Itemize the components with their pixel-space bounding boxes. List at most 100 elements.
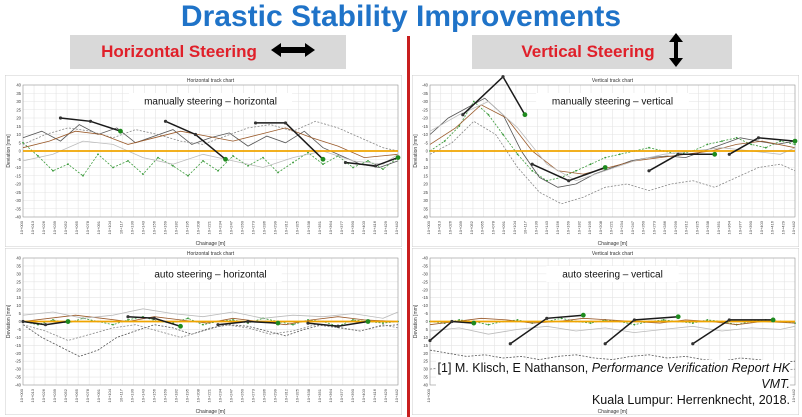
steering-point — [395, 155, 401, 160]
series-point — [502, 133, 504, 136]
x-tick-label: 10+104 — [107, 388, 112, 402]
x-tick-label: 10+091 — [501, 220, 506, 234]
series-point — [52, 169, 54, 172]
x-tick-label: 10+325 — [694, 220, 699, 234]
annotation-box — [546, 266, 679, 282]
series-point — [67, 163, 69, 166]
series-point — [112, 323, 114, 326]
steering-point — [545, 316, 549, 320]
x-tick-label: 10+351 — [317, 388, 322, 402]
series-point — [516, 319, 519, 321]
x-tick-label: 10+377 — [339, 388, 344, 402]
series-point — [604, 156, 607, 159]
y-tick-label: -10 — [422, 132, 429, 137]
citation: [1] M. Klisch, E Nathanson, Performance … — [436, 360, 790, 408]
y-tick-label: -35 — [15, 375, 22, 380]
series-line-2 — [429, 120, 796, 205]
x-tick-label: 10+169 — [162, 388, 167, 402]
x-tick-label: 10+013 — [437, 220, 442, 234]
x-tick-label: 10+325 — [295, 220, 300, 234]
series-line-4 — [22, 308, 399, 319]
x-tick-label: 10+156 — [555, 220, 560, 234]
x-tick-label: 10+351 — [716, 220, 721, 234]
x-tick-label: 10+169 — [566, 220, 571, 234]
series-point — [662, 319, 665, 321]
y-tick-label: -30 — [422, 99, 429, 104]
x-tick-label: 10+286 — [662, 220, 667, 234]
series-point — [735, 136, 738, 139]
series-point — [706, 319, 709, 321]
x-tick-label: 10+208 — [195, 388, 200, 402]
steering-point — [770, 317, 776, 323]
steering-point — [792, 138, 798, 144]
series-point — [142, 173, 144, 175]
steering-point — [253, 121, 258, 125]
y-tick-label: -15 — [422, 124, 429, 129]
x-tick-label: 10+286 — [262, 388, 267, 402]
steering-point — [193, 132, 198, 137]
y-tick-label: 35 — [423, 375, 428, 380]
x-tick-label: 10+130 — [129, 220, 134, 234]
x-tick-label: 10+364 — [328, 388, 333, 402]
steering-point — [306, 321, 310, 325]
chart-annotation: auto steering – horizontal — [154, 270, 266, 281]
series-line-4 — [429, 325, 796, 335]
series-line-3 — [22, 127, 399, 159]
y-tick-label: 25 — [16, 107, 21, 112]
series-point — [277, 171, 279, 174]
steering-point — [508, 342, 512, 346]
chart-manual-horizontal: Horizontal track chart 10+000 10+013 10+026… — [5, 75, 402, 247]
x-tick-label: 10+182 — [576, 220, 581, 234]
series-point — [458, 319, 461, 321]
x-tick-label: 10+052 — [63, 220, 68, 234]
series-point — [443, 140, 446, 142]
x-tick-label: 10+312 — [284, 220, 289, 234]
x-tick-label: 10+169 — [162, 220, 167, 234]
steering-point — [343, 160, 348, 165]
steering-point — [126, 315, 130, 319]
y-tick-label: -25 — [422, 107, 429, 112]
y-tick-label: -40 — [422, 83, 429, 88]
y-tick-label: 30 — [16, 99, 21, 104]
x-tick-label: 10+260 — [240, 220, 245, 234]
series-point — [202, 160, 204, 162]
series-point — [794, 143, 796, 146]
y-tick-label: -10 — [15, 165, 22, 170]
citation-line-2: Kuala Lumpur: Herrenknecht, 2018. — [591, 393, 790, 407]
steering-point — [727, 318, 731, 322]
x-tick-label: 10+234 — [218, 388, 223, 402]
y-tick-label: -40 — [422, 256, 429, 261]
steering-point — [675, 314, 681, 320]
y-tick-label: 5 — [19, 140, 22, 145]
series-point — [516, 153, 519, 156]
steering-point — [365, 319, 371, 324]
y-tick-label: -35 — [15, 206, 22, 211]
x-tick-label: 10+286 — [262, 220, 267, 234]
series-point — [217, 169, 219, 172]
series-point — [322, 163, 324, 166]
series-point — [560, 317, 563, 320]
steering-point — [530, 162, 534, 166]
series-point — [187, 174, 189, 177]
horizontal-steering-header: Horizontal Steering — [70, 35, 346, 69]
vertical-steering-label: Vertical Steering — [521, 42, 655, 61]
series-point — [37, 155, 39, 157]
x-tick-label: 10+195 — [587, 220, 592, 234]
x-tick-label: 10+247 — [630, 220, 635, 234]
y-tick-label: 0 — [19, 319, 22, 324]
vertical-steering-header: Vertical Steering — [472, 32, 732, 69]
x-tick-label: 10+416 — [770, 220, 775, 234]
series-point — [262, 156, 264, 159]
x-tick-label: 10+273 — [251, 388, 256, 402]
y-tick-label: -35 — [422, 263, 429, 268]
x-tick-label: 10+039 — [52, 388, 57, 402]
series-point — [352, 319, 354, 321]
y-tick-label: 30 — [423, 367, 428, 372]
y-tick-label: -25 — [15, 190, 22, 195]
y-tick-label: 35 — [16, 263, 21, 268]
x-tick-label: 10+117 — [118, 388, 123, 402]
x-tick-label: 10+273 — [651, 220, 656, 234]
steering-point — [727, 152, 731, 156]
y-tick-label: 0 — [426, 149, 429, 154]
x-tick-label: 10+130 — [533, 220, 538, 234]
